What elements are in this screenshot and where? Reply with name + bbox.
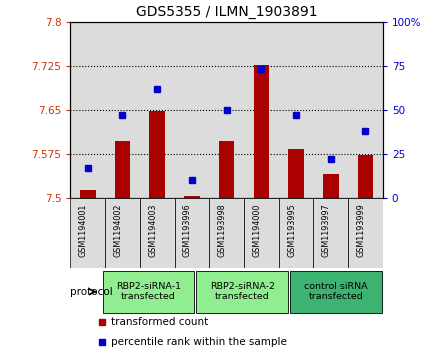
Bar [244, 198, 279, 268]
Text: transformed count: transformed count [111, 317, 208, 327]
Bar [115, 141, 130, 198]
Bar [323, 174, 338, 198]
Bar [313, 198, 348, 268]
Bar [70, 22, 105, 198]
Bar [279, 22, 313, 198]
Bar [105, 22, 140, 198]
Bar [348, 22, 383, 198]
Bar [244, 22, 279, 198]
Text: control siRNA
transfected: control siRNA transfected [304, 282, 368, 301]
Text: percentile rank within the sample: percentile rank within the sample [111, 337, 287, 347]
Bar [149, 111, 165, 198]
Text: protocol: protocol [70, 287, 113, 297]
Bar [288, 149, 304, 198]
Bar [358, 155, 373, 198]
Bar [105, 198, 140, 268]
Text: GSM1194001: GSM1194001 [79, 204, 88, 257]
FancyBboxPatch shape [196, 271, 288, 313]
Bar [70, 198, 105, 268]
Text: GSM1193998: GSM1193998 [218, 204, 227, 257]
Bar [80, 190, 95, 198]
Text: GSM1193995: GSM1193995 [287, 204, 296, 257]
Bar [253, 65, 269, 198]
Bar [348, 198, 383, 268]
Bar [175, 198, 209, 268]
Bar [140, 22, 175, 198]
Text: RBP2-siRNA-2
transfected: RBP2-siRNA-2 transfected [210, 282, 275, 301]
Bar [279, 198, 313, 268]
Text: GSM1193999: GSM1193999 [356, 204, 366, 257]
Text: GSM1193996: GSM1193996 [183, 204, 192, 257]
Text: RBP2-siRNA-1
transfected: RBP2-siRNA-1 transfected [116, 282, 181, 301]
Text: GSM1194000: GSM1194000 [252, 204, 261, 257]
Bar [209, 198, 244, 268]
FancyBboxPatch shape [290, 271, 382, 313]
Bar [313, 22, 348, 198]
Text: GSM1194002: GSM1194002 [114, 204, 122, 257]
Bar [219, 141, 235, 198]
Text: GSM1193997: GSM1193997 [322, 204, 331, 257]
Bar [184, 196, 200, 198]
Text: GSM1194003: GSM1194003 [148, 204, 157, 257]
Bar [209, 22, 244, 198]
FancyBboxPatch shape [103, 271, 194, 313]
Bar [175, 22, 209, 198]
Bar [140, 198, 175, 268]
Title: GDS5355 / ILMN_1903891: GDS5355 / ILMN_1903891 [136, 5, 317, 19]
